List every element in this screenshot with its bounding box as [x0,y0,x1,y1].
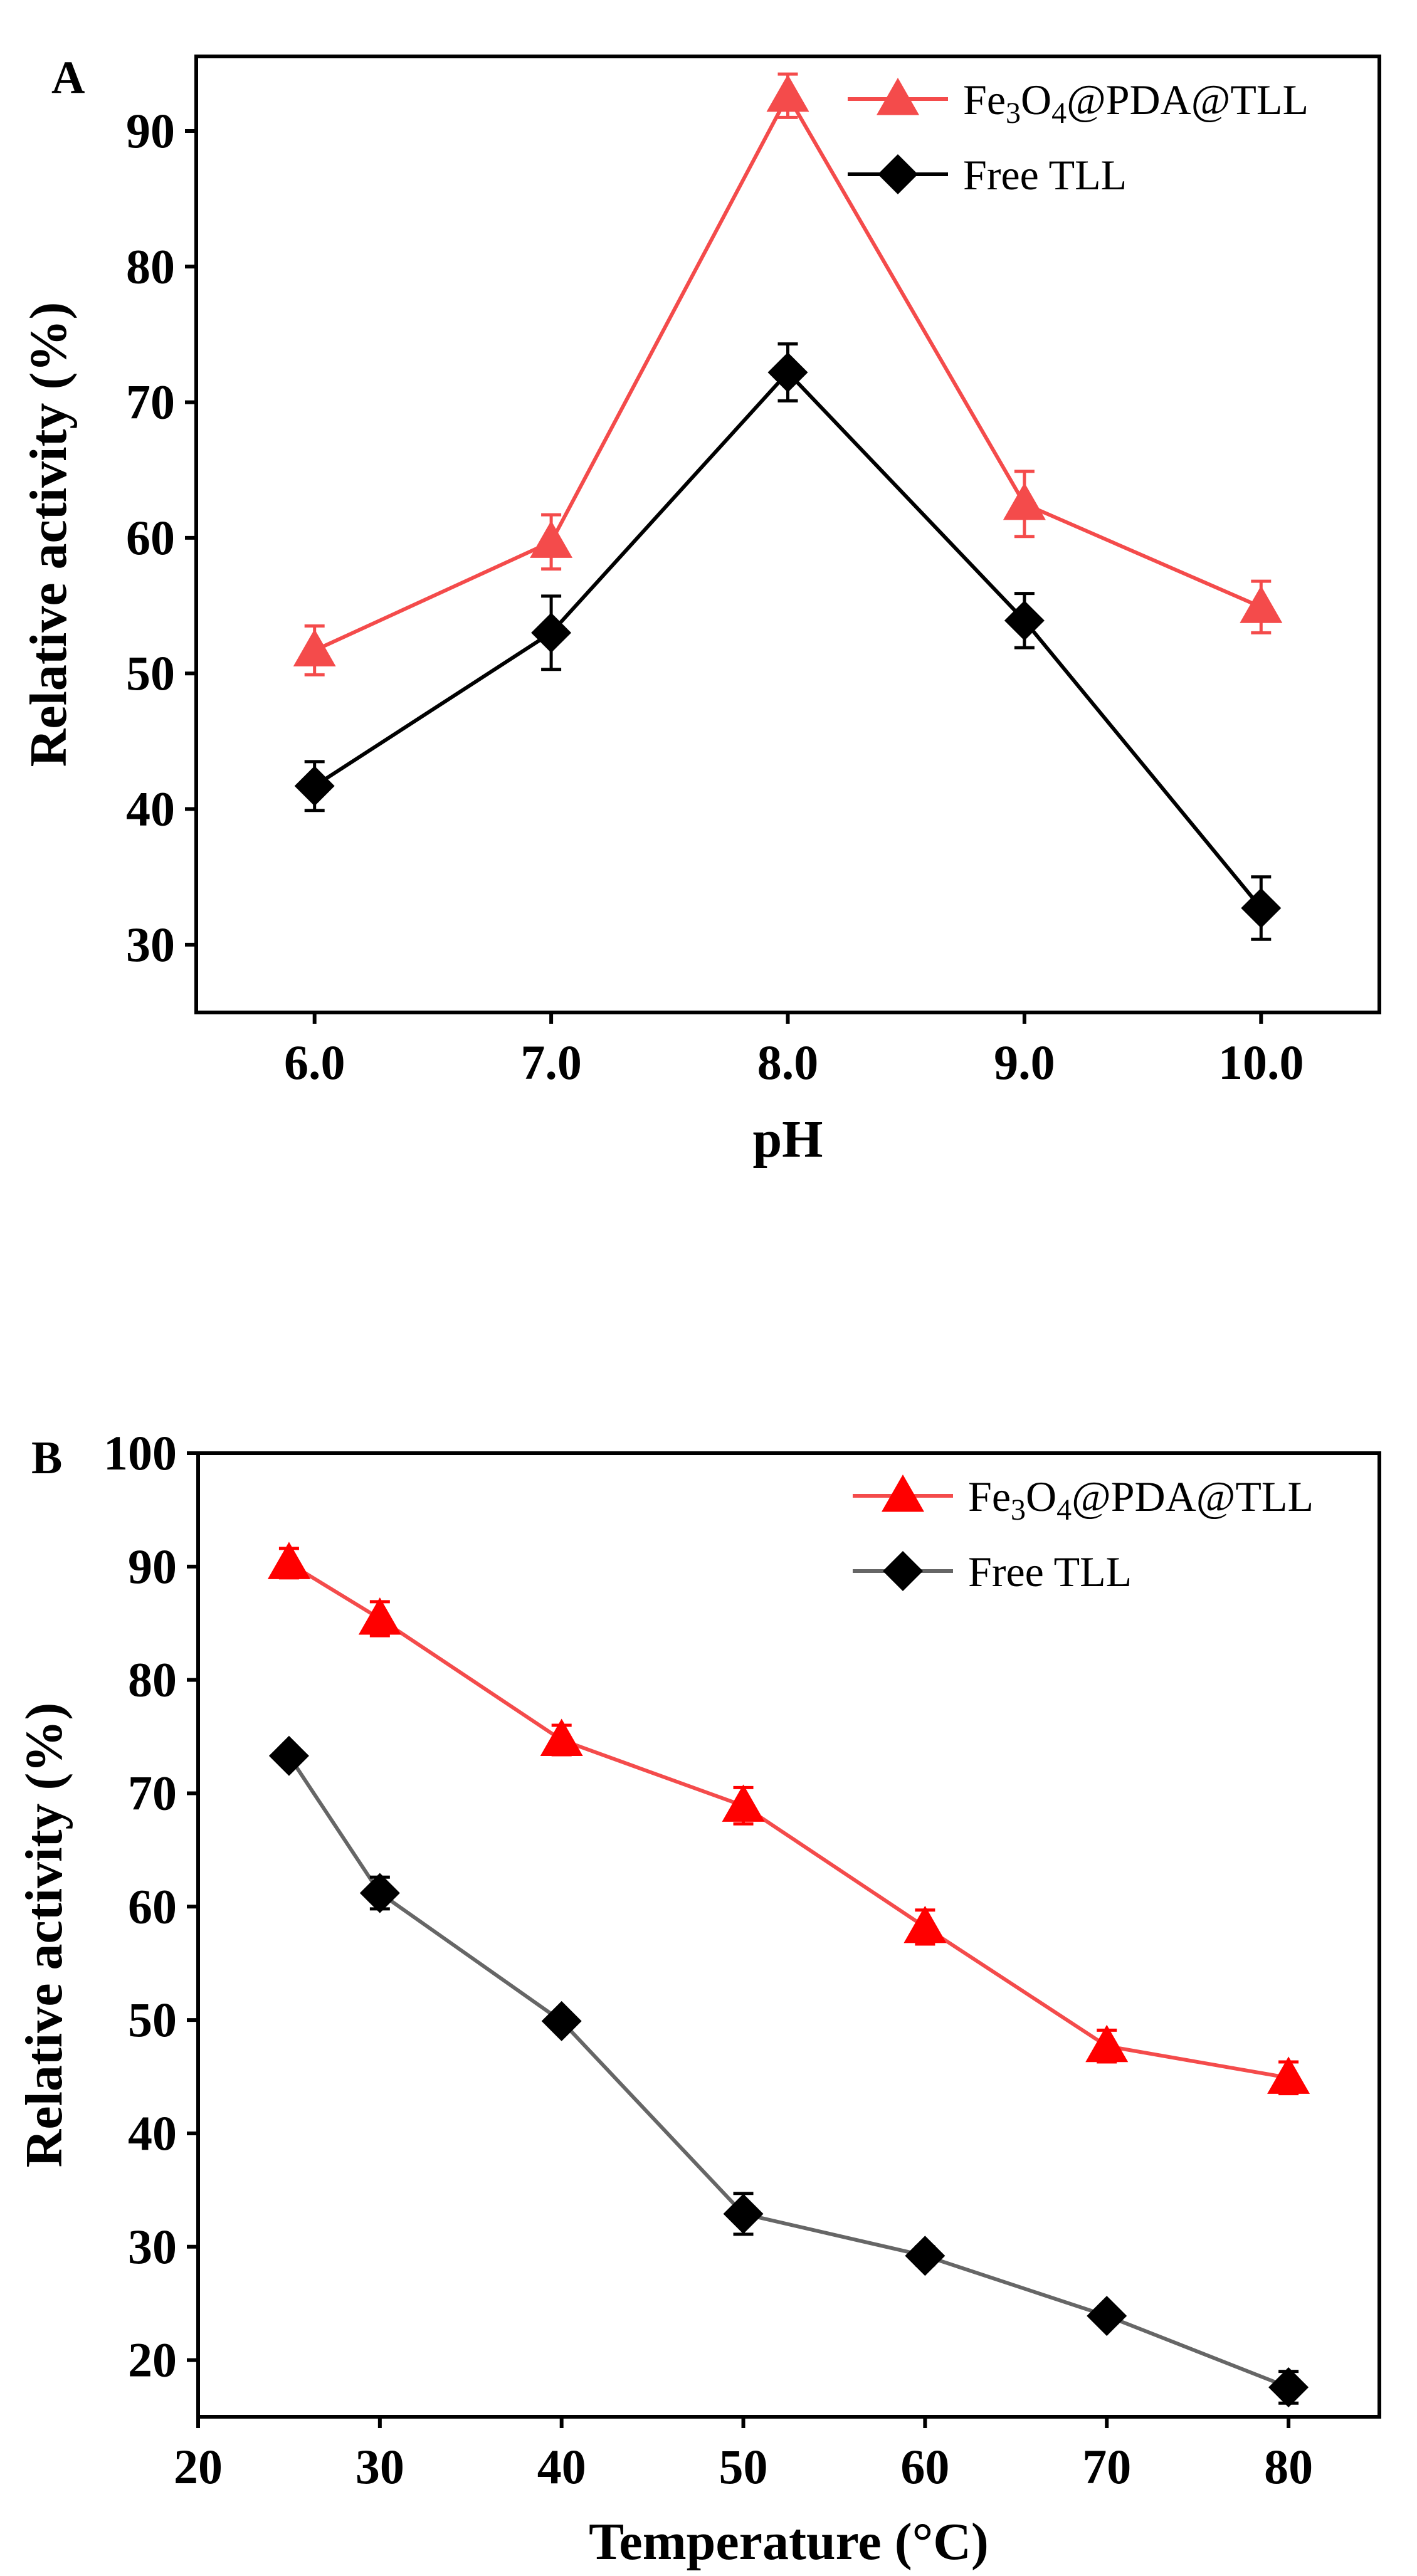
series-line [287,1755,1290,2389]
legend-marker [877,78,919,115]
diamond-point [541,2000,582,2041]
diamond-point [767,352,808,393]
triangle-point [722,1784,765,1822]
y-tick-label: 90 [126,103,175,158]
y-tick-label: 100 [103,1426,177,1480]
y-axis-label: Relative activity (%) [15,1703,73,2168]
triangle-point [1003,482,1046,520]
x-tick-label: 40 [537,2439,586,2494]
legend-label: Fe3O4@PDA@TLL [963,76,1309,130]
y-tick-label: 60 [128,1879,177,1933]
legend-label: Fe3O4@PDA@TLL [968,1473,1314,1527]
legend-marker [882,1475,924,1512]
y-tick-label: 80 [128,1653,177,1707]
y-axis-label: Relative activity (%) [19,302,78,767]
diamond-point [1087,2296,1127,2337]
x-tick-label: 9.0 [994,1035,1055,1090]
y-tick-label: 30 [126,917,175,972]
y-tick-label: 70 [128,1765,177,1820]
plot-frame [194,55,1381,1014]
legend-marker [878,154,918,194]
x-tick-label: 60 [900,2439,949,2494]
triangle-point [1085,2024,1129,2063]
y-tick-label: 60 [126,510,175,565]
y-tick-label: 50 [128,1992,177,2047]
triangle-point [540,1718,583,1756]
x-tick-label: 50 [719,2439,768,2494]
x-tick-label: 20 [174,2439,223,2494]
y-tick-label: 50 [126,646,175,700]
y-tick-label: 20 [128,2333,177,2387]
triangle-point [1267,2056,1310,2094]
panel-a-chart: A 30 40 50 60 70 80 90 6.0 7.0 8.0 9.0 10.0 pH Relati… [19,52,1381,1169]
triangle-point [903,1905,947,1943]
x-tick-label: 70 [1082,2439,1131,2494]
series-free [268,1735,1309,2407]
x-axis-label: Temperature (°C) [589,2513,989,2571]
legend-label: Free TLL [968,1548,1132,1596]
diamond-point [268,1735,309,1776]
x-axis-label: pH [752,1110,823,1169]
triangle-point [293,629,336,666]
diamond-point [723,2194,764,2234]
diamond-point [294,765,335,806]
series-immobilized [267,1542,1310,2096]
x-tick-label: 80 [1264,2439,1313,2494]
series-immobilized [293,72,1283,676]
series-line [288,1561,1289,2080]
triangle-point [267,1542,310,1579]
diamond-point [359,1873,400,1913]
triangle-point [358,1597,401,1635]
diamond-point [1241,888,1282,928]
y-tick-label: 40 [128,2106,177,2160]
triangle-point [530,520,573,558]
panel-a-letter: A [51,52,85,103]
legend-marker [883,1551,923,1591]
x-tick-label: 6.0 [284,1035,345,1090]
y-tick-label: 80 [126,239,175,293]
diamond-point [531,612,572,653]
y-tick-label: 30 [128,2219,177,2274]
x-tick-label: 8.0 [757,1035,819,1090]
x-tick-label: 7.0 [520,1035,582,1090]
legend-label: Free TLL [963,151,1127,199]
y-tick-label: 70 [126,375,175,429]
x-tick-label: 10.0 [1218,1035,1304,1090]
panel-b-chart: B 20 30 40 50 60 70 80 90 100 20 30 40 50 60 70 80 Tempe… [15,1426,1381,2571]
series-free [294,342,1282,941]
diamond-point [905,2236,946,2276]
triangle-point [766,74,809,112]
y-tick-label: 90 [128,1539,177,1594]
diamond-point [1004,600,1045,641]
diamond-point [1268,2367,1309,2407]
plot-frame [196,1451,1381,2419]
series-line [313,369,1263,910]
y-tick-label: 40 [126,782,175,836]
x-tick-label: 30 [356,2439,404,2494]
triangle-point [1240,586,1283,623]
panel-b-letter: B [31,1433,62,1484]
